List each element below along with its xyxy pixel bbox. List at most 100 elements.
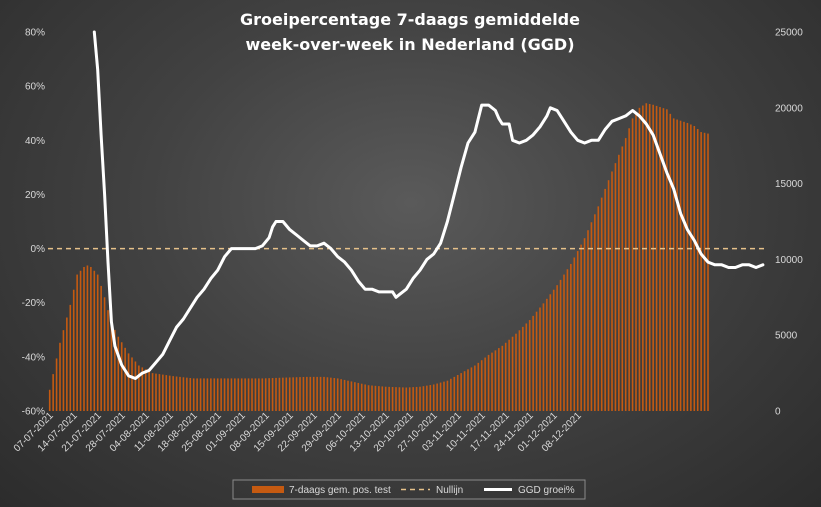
bar-day-59 xyxy=(251,378,253,411)
bar-day-188 xyxy=(693,125,696,412)
left-tick-label: -40% xyxy=(22,352,45,363)
right-tick-label: 20000 xyxy=(775,103,803,114)
bar-day-192 xyxy=(707,133,709,411)
bar-day-189 xyxy=(696,129,699,411)
bar-day-11 xyxy=(86,265,89,411)
bar-day-130 xyxy=(494,350,497,411)
bar-day-71 xyxy=(292,377,294,411)
bar-day-165 xyxy=(614,163,617,411)
bar-day-86 xyxy=(343,379,346,411)
bar-day-108 xyxy=(419,386,421,411)
bar-day-148 xyxy=(556,285,558,411)
bar-day-112 xyxy=(432,384,435,411)
bar-day-7 xyxy=(72,289,75,411)
bar-day-169 xyxy=(628,128,630,411)
bar-day-147 xyxy=(552,289,555,411)
bar-day-174 xyxy=(645,103,648,411)
bar-day-106 xyxy=(412,387,414,411)
bar-day-46 xyxy=(206,378,209,411)
bar-day-109 xyxy=(422,386,425,411)
bar-day-76 xyxy=(309,376,312,411)
bar-day-167 xyxy=(621,146,624,411)
bar-day-55 xyxy=(237,378,240,411)
bar-day-80 xyxy=(323,376,325,411)
right-tick-label: 5000 xyxy=(775,331,798,342)
left-axis: 80% 60% 40% 20% 0% -20% -40% -60% xyxy=(22,28,45,418)
bar-day-36 xyxy=(172,376,174,411)
bar-day-44 xyxy=(199,378,202,411)
bar-day-23 xyxy=(127,353,130,411)
right-tick-label: 15000 xyxy=(775,179,803,190)
left-tick-label: 20% xyxy=(25,190,45,201)
bar-day-122 xyxy=(467,369,469,411)
bar-day-145 xyxy=(546,298,548,411)
bar-day-128 xyxy=(487,354,490,411)
bar-day-162 xyxy=(604,188,606,411)
right-axis: 25000 20000 15000 10000 5000 0 xyxy=(775,28,803,418)
bar-day-125 xyxy=(477,362,480,411)
bar-day-104 xyxy=(405,387,408,411)
bar-day-182 xyxy=(672,118,675,411)
bar-day-45 xyxy=(203,378,205,411)
bar-day-164 xyxy=(611,171,613,411)
bar-day-107 xyxy=(415,386,418,411)
bar-day-78 xyxy=(316,376,318,411)
bar-day-134 xyxy=(508,339,510,411)
bar-day-92 xyxy=(364,384,366,411)
bar-day-146 xyxy=(549,294,552,411)
legend-box xyxy=(232,479,586,500)
bar-day-177 xyxy=(655,105,658,412)
bar-day-60 xyxy=(254,378,257,411)
bar-day-70 xyxy=(288,377,291,411)
bar-day-56 xyxy=(240,378,243,411)
bar-day-141 xyxy=(532,315,534,411)
bar-day-143 xyxy=(539,307,541,411)
bar-day-150 xyxy=(563,274,565,411)
bar-day-32 xyxy=(158,374,161,411)
bar-day-4 xyxy=(62,330,65,411)
bar-day-190 xyxy=(700,132,702,411)
bar-day-118 xyxy=(453,376,456,411)
bar-day-22 xyxy=(124,347,126,411)
bar-day-84 xyxy=(336,378,339,411)
bar-day-82 xyxy=(330,377,332,411)
bar-day-38 xyxy=(179,376,181,411)
right-tick-label: 10000 xyxy=(775,255,803,266)
bar-day-72 xyxy=(295,377,298,411)
bar-day-123 xyxy=(470,367,473,411)
legend-ref-label: Nullijn xyxy=(436,485,463,496)
bar-day-48 xyxy=(213,378,216,411)
legend-bar-swatch xyxy=(252,486,284,493)
bar-day-121 xyxy=(463,371,466,411)
bar-day-153 xyxy=(573,257,576,411)
bar-day-95 xyxy=(374,385,377,411)
bar-day-152 xyxy=(570,263,572,411)
bar-day-140 xyxy=(528,320,531,411)
bar-day-181 xyxy=(669,113,672,412)
bar-day-27 xyxy=(141,367,144,411)
bar-day-24 xyxy=(131,357,133,411)
bar-day-132 xyxy=(501,345,504,411)
bar-day-139 xyxy=(525,323,528,411)
bar-day-0 xyxy=(48,389,51,411)
bar-day-2 xyxy=(55,358,58,411)
bar-day-50 xyxy=(220,378,222,411)
bar-day-111 xyxy=(429,385,432,411)
bar-day-9 xyxy=(79,270,82,411)
bar-day-175 xyxy=(648,104,651,411)
bar-day-99 xyxy=(388,386,390,411)
bar-day-34 xyxy=(165,375,168,411)
bar-day-116 xyxy=(446,380,449,411)
bar-day-187 xyxy=(690,124,692,411)
bar-day-161 xyxy=(600,197,603,411)
bar-day-171 xyxy=(635,113,637,412)
bar-day-61 xyxy=(258,378,260,411)
bar-day-41 xyxy=(189,378,192,411)
bar-day-3 xyxy=(59,342,61,411)
bar-day-74 xyxy=(302,377,305,411)
left-tick-label: 0% xyxy=(31,244,46,255)
bar-day-131 xyxy=(498,348,500,411)
bar-day-21 xyxy=(120,342,123,411)
x-axis: 07-07-202114-07-202121-07-202128-07-2021… xyxy=(12,410,584,454)
bar-day-101 xyxy=(395,387,397,411)
